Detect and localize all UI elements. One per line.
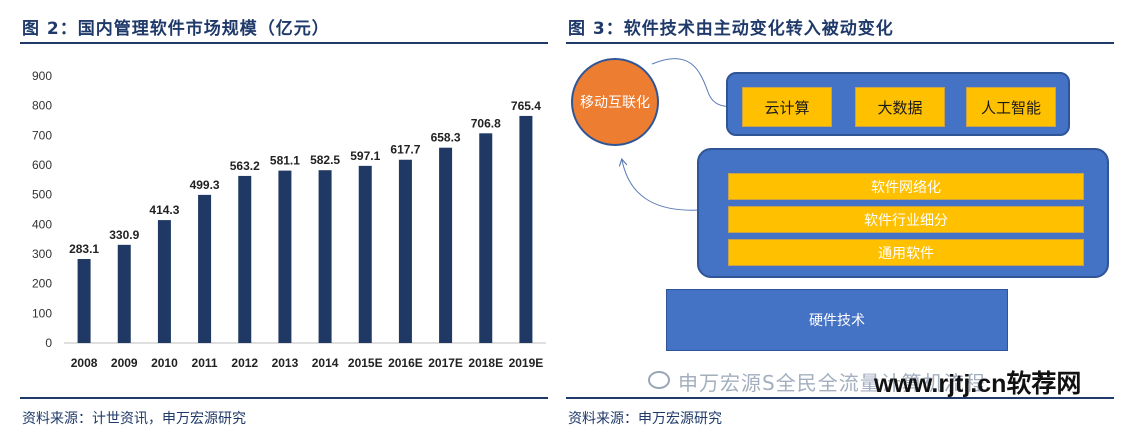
value-label: 563.2 xyxy=(230,159,260,173)
value-label: 706.8 xyxy=(471,116,501,130)
value-label: 617.7 xyxy=(390,143,420,157)
value-labels-group: 283.1 330.9 414.3 499.3 563.2 581.1 582.5 597.1… xyxy=(69,99,541,256)
bar xyxy=(439,147,453,343)
left-figure-title: 图 2：国内管理软件市场规模（亿元） xyxy=(22,19,330,39)
bar xyxy=(318,170,332,343)
x-tick-label: 2013 xyxy=(272,356,299,370)
software-networking-strip: 软件网络化 xyxy=(728,173,1084,200)
bar xyxy=(198,194,212,343)
x-tick-label: 2014 xyxy=(312,356,339,370)
y-tick-label: 500 xyxy=(32,188,52,202)
y-tick-label: 0 xyxy=(45,336,52,350)
right-bottom-rule xyxy=(566,397,1114,399)
bar xyxy=(77,259,91,343)
left-source-note: 资料来源：计世资讯，申万宏源研究 xyxy=(22,411,246,427)
bar xyxy=(479,133,493,343)
y-tick-label: 700 xyxy=(32,128,52,142)
x-tick-label: 2009 xyxy=(111,356,138,370)
left-bottom-rule xyxy=(20,397,548,399)
right-title-rule xyxy=(566,42,1114,44)
right-figure-title: 图 3：软件技术由主动变化转入被动变化 xyxy=(568,19,894,39)
value-label: 414.3 xyxy=(149,203,179,217)
x-tick-label: 2017E xyxy=(428,356,463,370)
value-label: 765.4 xyxy=(511,99,541,113)
x-tick-label: 2010 xyxy=(151,356,178,370)
x-tick-label: 2008 xyxy=(71,356,98,370)
bar xyxy=(278,170,292,343)
watermark-text: 申万宏源S全民全流量计算机流程 xyxy=(678,371,986,395)
value-label: 330.9 xyxy=(109,228,139,242)
value-label: 499.3 xyxy=(190,178,220,192)
x-tick-label: 2019E xyxy=(509,356,544,370)
value-label: 658.3 xyxy=(431,131,461,145)
bar xyxy=(398,159,412,343)
x-tick-label: 2018E xyxy=(468,356,503,370)
hardware-tech-box: 硬件技术 xyxy=(666,289,1008,351)
right-source-note: 资料来源：申万宏源研究 xyxy=(568,411,722,427)
bar xyxy=(157,220,171,343)
watermark-site: www.rjtj.cn软荐网 xyxy=(874,370,1082,398)
x-tick-label: 2016E xyxy=(388,356,423,370)
big-data-card: 大数据 xyxy=(855,87,945,127)
value-label: 597.1 xyxy=(350,149,380,163)
cloud-computing-card: 云计算 xyxy=(742,87,832,127)
left-title-rule xyxy=(20,42,548,44)
value-label: 581.1 xyxy=(270,154,300,168)
y-tick-label: 200 xyxy=(32,277,52,291)
bar-chart: 0 100 200 300 400 500 600 700 800 900 283.1 330.9 4… xyxy=(32,69,546,370)
y-tick-label: 600 xyxy=(32,158,52,172)
value-label: 582.5 xyxy=(310,153,340,167)
bar xyxy=(358,165,372,343)
x-tick-label: 2011 xyxy=(192,356,218,370)
general-software-strip: 通用软件 xyxy=(728,239,1084,266)
mobile-internet-node: 移动互联化 xyxy=(571,58,659,146)
bar xyxy=(117,244,131,343)
bar xyxy=(238,175,252,343)
x-tick-label: 2012 xyxy=(231,356,258,370)
y-tick-label: 300 xyxy=(32,247,52,261)
x-tick-labels-group: 2008 2009 2010 2011 2012 2013 2014 2015E 2016E 20… xyxy=(71,356,544,370)
y-tick-label: 400 xyxy=(32,217,52,231)
arrow-to-cloud xyxy=(651,58,736,107)
bar xyxy=(519,115,533,343)
industry-segmentation-strip: 软件行业细分 xyxy=(728,206,1084,233)
x-tick-label: 2015E xyxy=(348,356,383,370)
y-tick-label: 900 xyxy=(32,69,52,83)
ai-card: 人工智能 xyxy=(966,87,1056,127)
arrow-to-mobile xyxy=(622,160,701,211)
y-tick-label: 100 xyxy=(32,306,52,320)
y-axis: 0 100 200 300 400 500 600 700 800 900 xyxy=(32,69,52,350)
wechat-icon xyxy=(648,371,670,389)
bars-group xyxy=(77,115,533,343)
y-tick-label: 800 xyxy=(32,99,52,113)
value-label: 283.1 xyxy=(69,242,99,256)
